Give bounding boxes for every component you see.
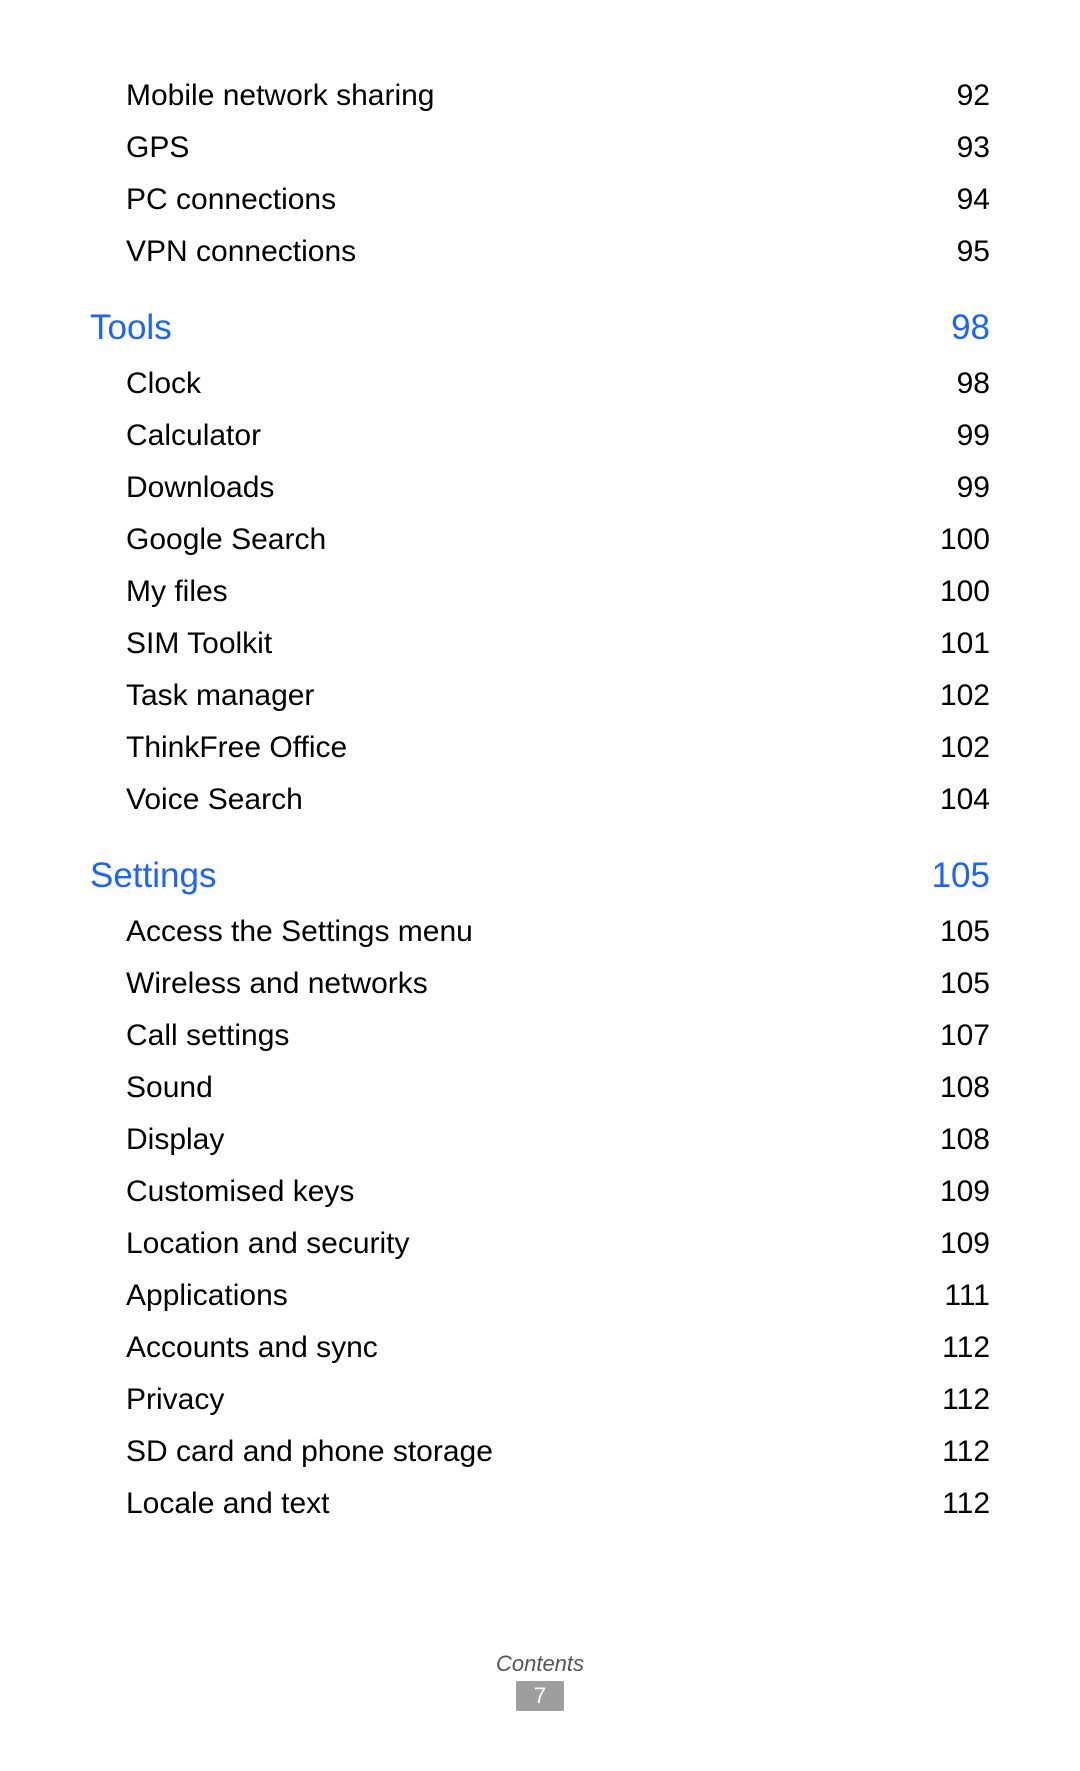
toc-item-label: Voice Search — [126, 774, 303, 826]
toc-heading-page: 105 — [932, 850, 990, 902]
toc-item-label: Google Search — [126, 514, 326, 566]
toc-item-label: SIM Toolkit — [126, 618, 272, 670]
toc-sub-item[interactable]: VPN connections 95 — [90, 226, 990, 278]
toc-sub-item[interactable]: Customised keys 109 — [90, 1166, 990, 1218]
page-root: Mobile network sharing 92 GPS 93 PC conn… — [0, 0, 1080, 1771]
toc-sub-item[interactable]: Downloads 99 — [90, 462, 990, 514]
toc-item-label: VPN connections — [126, 226, 356, 278]
toc-item-label: SD card and phone storage — [126, 1426, 493, 1478]
toc-sub-item[interactable]: Applications 111 — [90, 1270, 990, 1322]
footer-page-number: 7 — [516, 1681, 564, 1711]
toc-item-page: 102 — [940, 722, 990, 774]
toc-item-label: Accounts and sync — [126, 1322, 378, 1374]
page-footer: Contents 7 — [0, 1651, 1080, 1711]
toc-sub-item[interactable]: Wireless and networks 105 — [90, 958, 990, 1010]
footer-label: Contents — [0, 1651, 1080, 1677]
toc-item-label: Location and security — [126, 1218, 410, 1270]
toc-sub-item[interactable]: Task manager 102 — [90, 670, 990, 722]
toc-item-page: 112 — [942, 1322, 990, 1374]
toc-item-page: 99 — [957, 410, 990, 462]
toc-sub-item[interactable]: Access the Settings menu 105 — [90, 906, 990, 958]
toc-item-label: Calculator — [126, 410, 261, 462]
toc-item-page: 105 — [940, 906, 990, 958]
toc-item-page: 93 — [957, 122, 990, 174]
toc-item-page: 92 — [957, 70, 990, 122]
toc-sub-item[interactable]: Location and security 109 — [90, 1218, 990, 1270]
toc-item-page: 100 — [940, 514, 990, 566]
toc-sub-item[interactable]: PC connections 94 — [90, 174, 990, 226]
toc-item-page: 102 — [940, 670, 990, 722]
toc-item-page: 98 — [957, 358, 990, 410]
toc-heading-label: Settings — [90, 850, 216, 902]
toc-sub-item[interactable]: Call settings 107 — [90, 1010, 990, 1062]
toc-item-label: Customised keys — [126, 1166, 354, 1218]
toc-sub-item[interactable]: Clock 98 — [90, 358, 990, 410]
toc-section-heading-settings[interactable]: Settings 105 — [90, 850, 990, 902]
toc-item-label: ThinkFree Office — [126, 722, 347, 774]
toc-item-page: 107 — [940, 1010, 990, 1062]
toc-sub-item[interactable]: GPS 93 — [90, 122, 990, 174]
toc-heading-label: Tools — [90, 302, 172, 354]
toc-item-page: 108 — [940, 1062, 990, 1114]
toc-item-label: Downloads — [126, 462, 274, 514]
toc-sub-item[interactable]: Privacy 112 — [90, 1374, 990, 1426]
toc-item-label: My files — [126, 566, 228, 618]
toc-sub-item[interactable]: Sound 108 — [90, 1062, 990, 1114]
toc-item-page: 94 — [957, 174, 990, 226]
toc-item-label: Access the Settings menu — [126, 906, 473, 958]
toc-sub-item[interactable]: Voice Search 104 — [90, 774, 990, 826]
toc-sub-item[interactable]: Accounts and sync 112 — [90, 1322, 990, 1374]
toc-item-page: 112 — [942, 1374, 990, 1426]
toc-item-page: 104 — [940, 774, 990, 826]
toc-item-page: 108 — [940, 1114, 990, 1166]
toc-sub-item[interactable]: Google Search 100 — [90, 514, 990, 566]
toc-item-page: 101 — [940, 618, 990, 670]
toc-sub-item[interactable]: Calculator 99 — [90, 410, 990, 462]
toc-sub-item[interactable]: Mobile network sharing 92 — [90, 70, 990, 122]
toc-item-page: 105 — [940, 958, 990, 1010]
toc-item-label: Privacy — [126, 1374, 224, 1426]
toc-sub-item[interactable]: SD card and phone storage 112 — [90, 1426, 990, 1478]
toc-item-page: 112 — [942, 1426, 990, 1478]
toc-item-label: Wireless and networks — [126, 958, 428, 1010]
toc-item-page: 109 — [940, 1166, 990, 1218]
toc-item-label: Clock — [126, 358, 201, 410]
toc-item-label: Display — [126, 1114, 224, 1166]
toc-section-heading-tools[interactable]: Tools 98 — [90, 302, 990, 354]
toc-item-page: 95 — [957, 226, 990, 278]
toc-item-label: PC connections — [126, 174, 336, 226]
toc-sub-item[interactable]: SIM Toolkit 101 — [90, 618, 990, 670]
toc-item-page: 99 — [957, 462, 990, 514]
toc-heading-page: 98 — [951, 302, 990, 354]
toc-item-page: 109 — [940, 1218, 990, 1270]
toc-sub-item[interactable]: Display 108 — [90, 1114, 990, 1166]
toc-item-label: Task manager — [126, 670, 314, 722]
toc-item-label: Sound — [126, 1062, 213, 1114]
toc-item-page: 111 — [944, 1270, 990, 1322]
toc-item-label: Call settings — [126, 1010, 289, 1062]
toc-item-label: Locale and text — [126, 1478, 329, 1530]
toc-sub-item[interactable]: Locale and text 112 — [90, 1478, 990, 1530]
toc-item-page: 112 — [942, 1478, 990, 1530]
toc-sub-item[interactable]: My files 100 — [90, 566, 990, 618]
toc-item-label: GPS — [126, 122, 189, 174]
toc-sub-item[interactable]: ThinkFree Office 102 — [90, 722, 990, 774]
toc-item-label: Applications — [126, 1270, 288, 1322]
toc-item-label: Mobile network sharing — [126, 70, 434, 122]
toc-item-page: 100 — [940, 566, 990, 618]
